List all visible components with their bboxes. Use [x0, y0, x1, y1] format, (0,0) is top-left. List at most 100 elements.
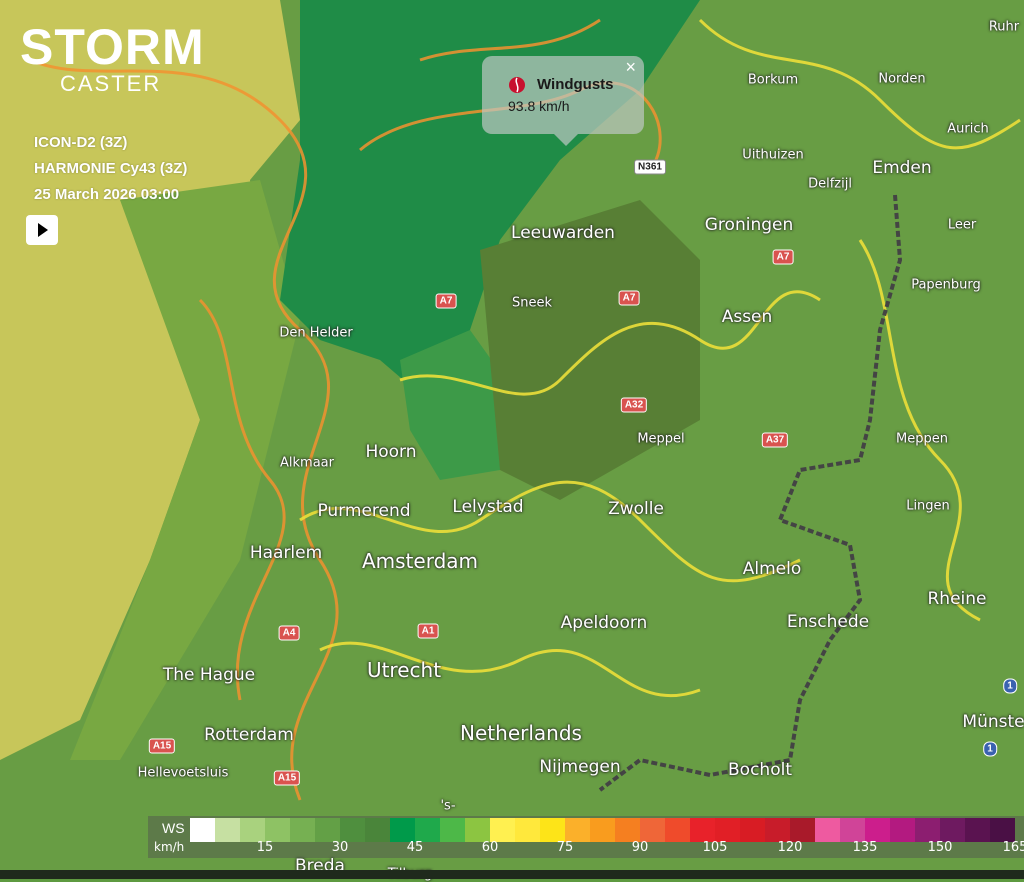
legend-swatch [515, 818, 540, 842]
city-label: Emden [872, 158, 932, 178]
legend-swatch [815, 818, 840, 842]
legend-tick: 30 [331, 840, 349, 855]
legend-tick: 15 [256, 840, 274, 855]
legend-swatch [190, 818, 215, 842]
legend-swatch [390, 818, 415, 842]
legend-swatch [965, 818, 990, 842]
road-shield: A32 [620, 397, 648, 413]
legend-swatch [890, 818, 915, 842]
legend-swatch [915, 818, 940, 842]
model-2: HARMONIE Cy43 (3Z) [34, 160, 188, 177]
city-label: Lelystad [452, 497, 524, 517]
road-shield: A15 [273, 770, 301, 786]
legend-tick: 165 [1002, 840, 1024, 855]
popup-title: Windgusts [537, 76, 614, 93]
road-shield: A15 [148, 738, 176, 754]
road-shield: A7 [772, 249, 794, 265]
legend-swatch [740, 818, 765, 842]
play-button[interactable] [26, 215, 58, 245]
legend-swatch [665, 818, 690, 842]
close-icon[interactable]: × [625, 57, 636, 77]
city-label: Ruhr [988, 19, 1020, 35]
legend-swatch [640, 818, 665, 842]
city-label: Alkmaar [280, 455, 334, 471]
legend-tick: 150 [927, 840, 953, 855]
city-label: Norden [878, 71, 926, 87]
forecast-info: ICON-D2 (3Z) HARMONIE Cy43 (3Z) 25 March… [34, 130, 187, 208]
city-label: Delfzijl [808, 176, 852, 192]
ijsselmeer [400, 330, 520, 480]
gust-contours-yellow [299, 18, 1021, 698]
city-label: Groningen [704, 215, 794, 235]
windgust-popup: Windgusts 93.8 km/h × [482, 56, 644, 146]
legend-tick: 75 [556, 840, 574, 855]
legend-swatch [615, 818, 640, 842]
legend-swatch [290, 818, 315, 842]
road-shield: 1 [1003, 678, 1017, 694]
city-label: Amsterdam [361, 549, 479, 573]
city-label: Nijmegen [539, 757, 621, 777]
stormcaster-logo: STORM CASTER [20, 19, 240, 96]
city-label: Lingen [906, 498, 950, 514]
legend-tick: 60 [481, 840, 499, 855]
city-label: Leer [947, 217, 977, 233]
legend-swatch [265, 818, 290, 842]
city-label: Apeldoorn [560, 613, 648, 633]
legend-swatch [440, 818, 465, 842]
city-label: Utrecht [366, 658, 442, 682]
city-label: Hoorn [365, 442, 417, 462]
legend-tick: 45 [406, 840, 424, 855]
legend-swatch [715, 818, 740, 842]
legend-swatch [215, 818, 240, 842]
road-shield: A1 [417, 623, 439, 639]
legend-swatch [315, 818, 340, 842]
logo-caster: CASTER [60, 71, 162, 96]
city-label: Meppel [637, 431, 685, 447]
road-shield: A4 [278, 625, 300, 641]
road-shield: 1 [983, 741, 997, 757]
city-label: Den Helder [279, 325, 353, 341]
legend-swatch [415, 818, 440, 842]
forecast-datetime: 25 March 2026 03:00 [34, 186, 180, 203]
model-1: ICON-D2 (3Z) [34, 134, 128, 151]
city-label: 's- [440, 798, 456, 814]
city-label: Purmerend [317, 501, 411, 521]
city-label: Rheine [927, 589, 987, 609]
legend-swatch [365, 818, 390, 842]
city-label: Enschede [786, 612, 870, 632]
legend-swatch [490, 818, 515, 842]
road-shield: A7 [435, 293, 457, 309]
stormcaster-flame-icon [509, 77, 525, 93]
city-label: Bocholt [728, 760, 792, 780]
city-label: Rotterdam [204, 725, 294, 745]
legend-swatch [765, 818, 790, 842]
legend-swatch [465, 818, 490, 842]
legend-swatch [340, 818, 365, 842]
city-label: Sneek [511, 295, 553, 311]
legend-tick: 90 [631, 840, 649, 855]
city-label: Leeuwarden [511, 223, 615, 243]
legend-swatch [590, 818, 615, 842]
legend-swatch [690, 818, 715, 842]
legend-swatch [865, 818, 890, 842]
legend-tick: 105 [702, 840, 728, 855]
city-label: Papenburg [911, 277, 981, 293]
road-shield: N361 [634, 159, 666, 175]
legend-swatch [540, 818, 565, 842]
road-shield: A37 [761, 432, 789, 448]
legend-color-bar [190, 818, 1015, 842]
logo-storm: STORM [20, 19, 205, 75]
road-shield: A7 [618, 290, 640, 306]
city-label: Meppen [896, 431, 948, 447]
bottom-bar [0, 870, 1024, 879]
legend-swatch [990, 818, 1015, 842]
city-label: Uithuizen [742, 147, 804, 163]
city-label: Aurich [947, 121, 989, 137]
city-label: Borkum [747, 72, 799, 88]
legend-label: WS [162, 820, 185, 836]
city-label: Münster [962, 712, 1024, 732]
legend-swatch [565, 818, 590, 842]
city-label: Haarlem [249, 543, 323, 563]
popup-value: 93.8 km/h [508, 98, 570, 114]
